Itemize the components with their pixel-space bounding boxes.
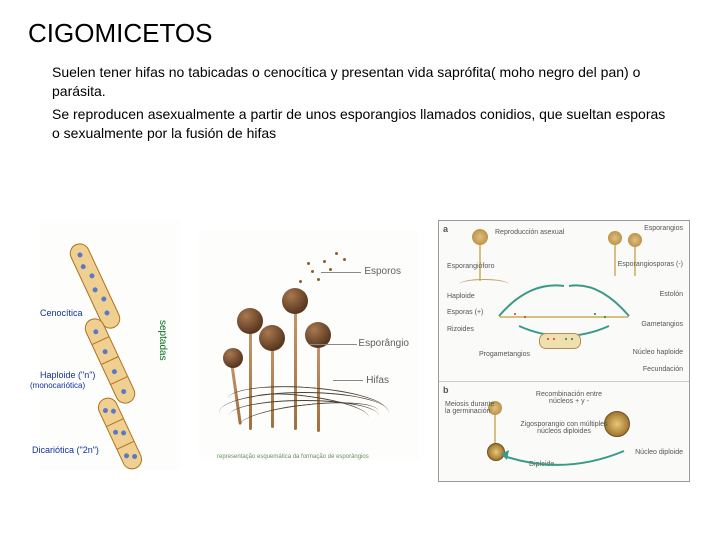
paragraph-1: Suelen tener hifas no tabicadas o cenocí… bbox=[52, 63, 672, 101]
figures-row: Cenocítica Haploide ("n") (monocariótica… bbox=[0, 220, 720, 482]
label-esporas-minus: Esporangiosporas (-) bbox=[618, 261, 683, 268]
label-haploide-cycle: Haploide bbox=[447, 293, 475, 300]
label-esporangioforo: Esporangióforo bbox=[447, 263, 494, 270]
label-progametangios: Progametangios bbox=[479, 351, 530, 358]
label-estolon: Estolón bbox=[660, 291, 683, 298]
label-rizoides: Rizoides bbox=[447, 326, 474, 333]
figure-sporangium-caption: representação esquemática da formação de… bbox=[217, 454, 369, 460]
label-dicariotica: Dicariótica ("2n") bbox=[32, 445, 99, 455]
label-hifas: Hifas bbox=[366, 375, 389, 386]
label-gametangios: Gametangios bbox=[641, 321, 683, 328]
label-fecundacion: Fecundación bbox=[643, 366, 683, 373]
label-recomb: Recombinación entre núcleos + y - bbox=[524, 391, 614, 405]
panel-label-b: b bbox=[443, 385, 449, 395]
label-esporas-plus: Esporas (+) bbox=[447, 309, 483, 316]
label-nucleo-hap: Núcleo haploide bbox=[633, 349, 683, 356]
label-repro-asexual: Reproducción asexual bbox=[495, 229, 564, 236]
panel-label-a: a bbox=[443, 224, 448, 234]
label-septadas: septadas bbox=[157, 320, 168, 361]
label-cenocitica: Cenocítica bbox=[40, 308, 83, 318]
figure-lifecycle: a Reproducción asexual Esporangióforo Es… bbox=[438, 220, 690, 482]
label-esporangio: Esporângio bbox=[358, 338, 409, 349]
label-monocariotica: (monocariótica) bbox=[30, 381, 85, 390]
label-esporos: Esporos bbox=[364, 266, 401, 277]
figure-sporangium: Esporos Esporângio Hifas representação e… bbox=[199, 230, 419, 460]
label-haploide: Haploide ("n") bbox=[40, 370, 95, 380]
paragraph-2: Se reproducen asexualmente a partir de u… bbox=[52, 105, 672, 143]
figure-hyphae-types: Cenocítica Haploide ("n") (monocariótica… bbox=[40, 220, 180, 470]
page-title: CIGOMICETOS bbox=[28, 18, 692, 49]
cycle-arrows-bottom-icon bbox=[479, 406, 649, 466]
label-esporangios: Esporangios bbox=[644, 225, 683, 232]
